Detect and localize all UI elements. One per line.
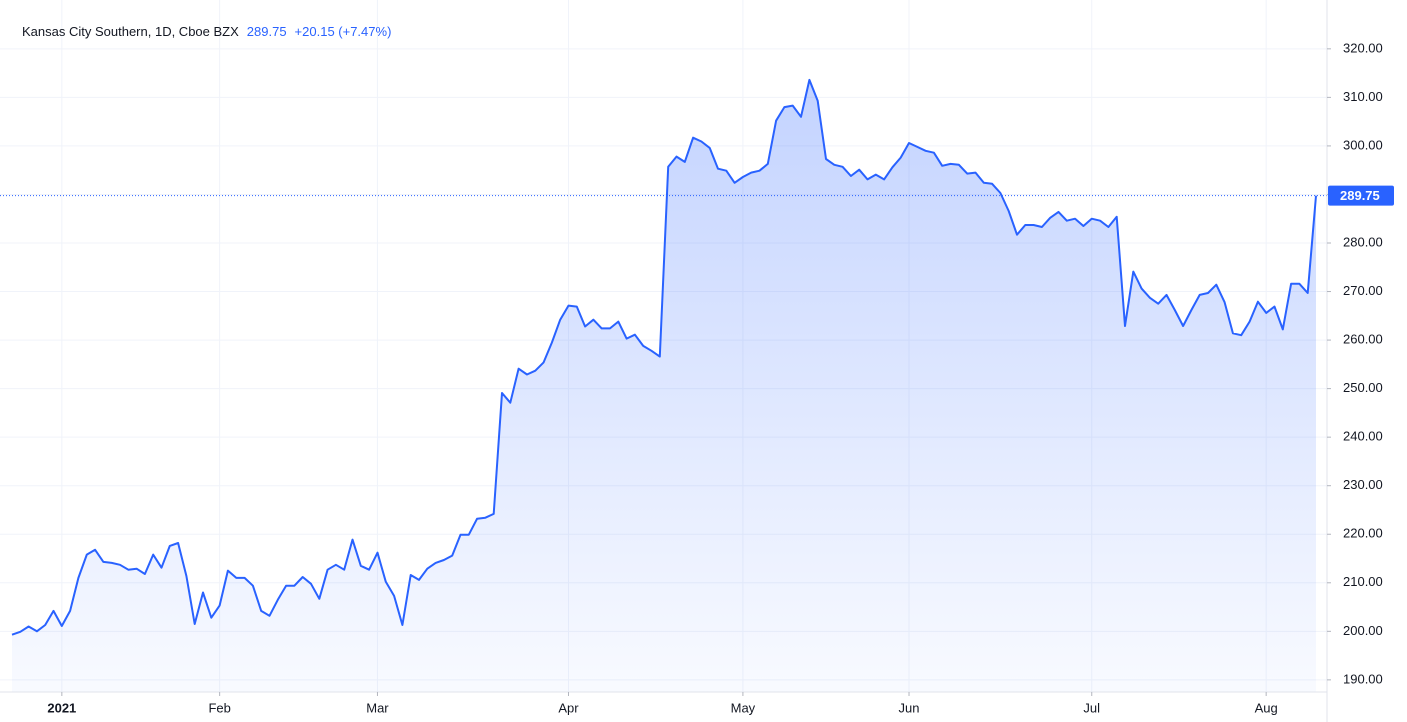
price-line (11, 78, 1317, 636)
y-tick-label: 310.00 (1343, 89, 1383, 104)
x-tick-label: Jun (899, 700, 920, 715)
y-tick-label: 240.00 (1343, 429, 1383, 444)
y-tick-label: 260.00 (1343, 332, 1383, 347)
area-fill (12, 79, 1316, 692)
y-tick-label: 250.00 (1343, 380, 1383, 395)
x-tick-label: Feb (208, 700, 230, 715)
y-tick-label: 230.00 (1343, 477, 1383, 492)
chart-title: Kansas City Southern, 1D, Cboe BZX (22, 24, 239, 39)
y-tick-label: 220.00 (1343, 526, 1383, 541)
x-tick-label: Mar (366, 700, 389, 715)
x-tick-label: Jul (1083, 700, 1100, 715)
y-tick-label: 320.00 (1343, 40, 1383, 55)
x-tick-label: Apr (558, 700, 579, 715)
last-price-badge (1328, 185, 1394, 206)
last-price-label: 289.75 (1340, 188, 1380, 203)
plot (0, 78, 1327, 692)
x-tick-label: Aug (1255, 700, 1278, 715)
axes: 190.00 200.00 210.00 220.00 230.00 240.00 250.… (47, 40, 1394, 715)
last-price: 289.75 (246, 24, 287, 39)
x-tick-label: 2021 (47, 700, 76, 715)
y-tick-label: 190.00 (1343, 671, 1383, 686)
price-change: +20.15 (+7.47%) (294, 24, 392, 39)
y-tick-label: 210.00 (1343, 574, 1383, 589)
x-tick-label: May (731, 700, 756, 715)
y-tick-label: 200.00 (1343, 623, 1383, 638)
y-tick-label: 270.00 (1343, 283, 1383, 298)
header: Kansas City Southern, 1D, Cboe BZX 289.75… (22, 24, 391, 39)
y-tick-label: 300.00 (1343, 137, 1383, 152)
y-tick-label: 280.00 (1343, 234, 1383, 249)
